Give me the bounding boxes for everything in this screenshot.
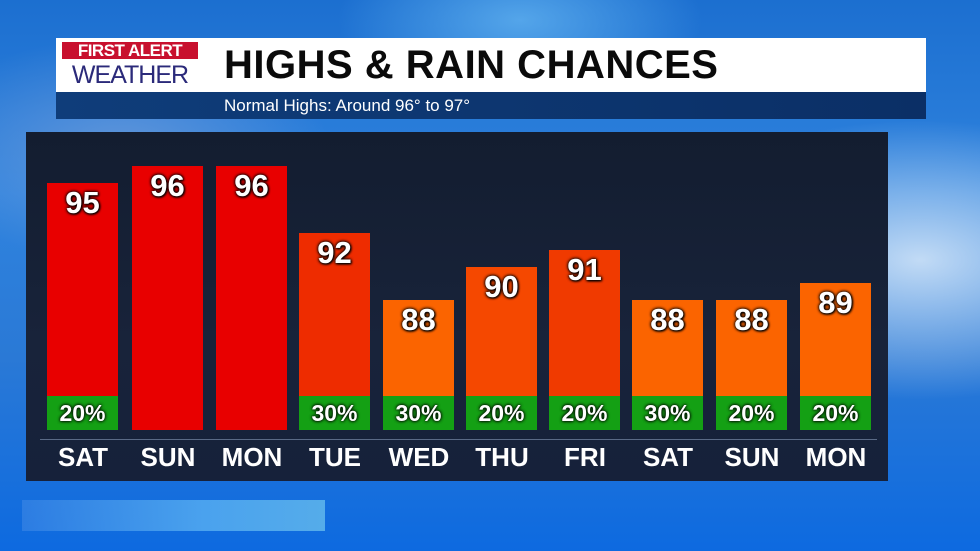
logo-first-alert: FIRST ALERT bbox=[62, 42, 198, 59]
high-temp-value: 90 bbox=[484, 268, 519, 304]
high-temp-value: 91 bbox=[567, 251, 602, 287]
high-temp-value: 95 bbox=[65, 184, 100, 220]
temperature-bar: 89 20% bbox=[800, 283, 871, 430]
high-temp-value: 88 bbox=[401, 302, 436, 337]
high-temp-value: 89 bbox=[818, 285, 853, 321]
rain-chance-badge: 30% bbox=[383, 396, 454, 430]
high-temp-value: 96 bbox=[234, 168, 269, 203]
day-label: SUN bbox=[724, 442, 780, 472]
subtitle-bar: Normal Highs: Around 96° to 97° bbox=[56, 92, 926, 119]
temperature-bar: 95 20% bbox=[47, 182, 118, 430]
rain-chance-badge: 20% bbox=[466, 396, 537, 430]
high-temp-value: 88 bbox=[650, 302, 685, 337]
rain-chance-badge: 20% bbox=[549, 396, 620, 430]
rain-chance-badge: 30% bbox=[299, 396, 370, 430]
day-label: SAT bbox=[57, 442, 109, 472]
forecast-panel: 95 20% 96 96 92 30% 88 30% 90 20% 91 20% 88 30% 88 20% 8… bbox=[26, 132, 888, 481]
rain-chance-badge: 20% bbox=[800, 396, 871, 430]
temperature-bar: 91 20% bbox=[549, 249, 620, 430]
rain-chance-badge: 20% bbox=[716, 396, 787, 430]
high-temp-value: 92 bbox=[317, 235, 352, 270]
high-temp-value: 96 bbox=[150, 168, 185, 203]
high-temp-value: 88 bbox=[734, 302, 769, 337]
temperature-bar: 90 20% bbox=[466, 266, 537, 430]
temperature-bar: 96 bbox=[216, 166, 287, 430]
day-label: FRI bbox=[564, 442, 606, 472]
axis-divider bbox=[40, 439, 877, 440]
chart-title: HIGHS & RAIN CHANCES bbox=[224, 43, 719, 87]
title-bar: FIRST ALERT WEATHER HIGHS & RAIN CHANCES bbox=[56, 38, 926, 92]
temperature-bar: 96 bbox=[132, 166, 203, 430]
day-label: WED bbox=[388, 442, 450, 472]
rain-chance-badge: 30% bbox=[632, 396, 703, 430]
rain-chance-badge: 20% bbox=[47, 396, 118, 430]
temperature-bar: 88 30% bbox=[383, 300, 454, 430]
chart-subtitle: Normal Highs: Around 96° to 97° bbox=[224, 96, 471, 115]
logo-weather: WEATHER bbox=[71, 61, 189, 89]
temperature-bar: 88 30% bbox=[632, 300, 703, 430]
day-label: THU bbox=[475, 442, 529, 472]
day-label: SAT bbox=[642, 442, 694, 472]
day-label: MON bbox=[805, 442, 867, 472]
day-label: TUE bbox=[309, 442, 361, 472]
decorative-strip bbox=[22, 500, 325, 531]
temperature-bar: 88 20% bbox=[716, 300, 787, 430]
day-label: MON bbox=[221, 442, 283, 472]
day-label: SUN bbox=[140, 442, 196, 472]
temperature-bar: 92 30% bbox=[299, 233, 370, 430]
first-alert-weather-logo: FIRST ALERT WEATHER bbox=[62, 42, 199, 88]
